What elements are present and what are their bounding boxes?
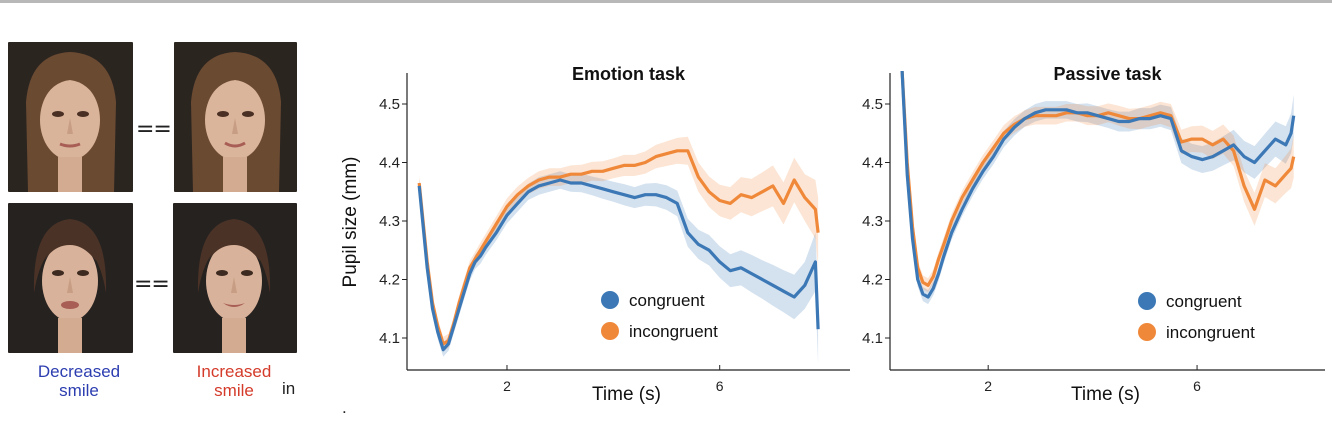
decreased-smile-caption: Decreased smile bbox=[37, 362, 121, 400]
face-photo-neutral-right bbox=[174, 42, 297, 192]
legend-marker-incongruent bbox=[601, 322, 619, 340]
chart-title: Emotion task bbox=[572, 64, 686, 84]
equals-sign-bottom: == bbox=[134, 272, 170, 297]
y-axis-label: Pupil size (mm) bbox=[340, 157, 361, 288]
error-band-incongruent bbox=[419, 136, 819, 351]
y-tick-label: 4.2 bbox=[379, 272, 400, 289]
series-line-incongruent bbox=[417, 149, 820, 346]
increased-smile-caption: Increased smile bbox=[196, 362, 272, 400]
x-tick-label: 6 bbox=[716, 378, 724, 394]
legend-label-incongruent: incongruent bbox=[1166, 323, 1255, 342]
plot-area bbox=[417, 136, 820, 365]
legend-label-congruent: congruent bbox=[629, 291, 705, 310]
series-line-incongruent bbox=[900, 71, 1296, 287]
face-photo-neutral-left bbox=[8, 42, 133, 192]
legend-label-congruent: congruent bbox=[1166, 292, 1242, 311]
x-tick-label: 6 bbox=[1193, 378, 1201, 394]
series-line-congruent bbox=[417, 178, 820, 352]
y-tick-label: 4.5 bbox=[379, 96, 400, 113]
y-tick-label: 4.1 bbox=[862, 330, 883, 347]
face-photo-increased-smile bbox=[173, 203, 297, 353]
stray-text-in: in bbox=[282, 379, 296, 398]
y-tick-label: 4.5 bbox=[862, 96, 883, 113]
error-band-incongruent bbox=[902, 71, 1294, 293]
face-photo-decreased-smile bbox=[8, 203, 133, 353]
x-tick-label: 2 bbox=[503, 378, 511, 394]
legend-label-incongruent: incongruent bbox=[629, 322, 718, 341]
chart-panel-2: 4.1 4.2 4.3 4.4 4.5 2 6 Passive task Time (s) con… bbox=[862, 64, 1325, 405]
legend-marker-congruent bbox=[1138, 292, 1156, 310]
error-band-congruent bbox=[902, 71, 1294, 305]
y-tick-label: 4.4 bbox=[862, 155, 883, 172]
y-tick-label: 4.1 bbox=[379, 330, 400, 347]
legend-marker-incongruent bbox=[1138, 323, 1156, 341]
x-axis-label: Time (s) bbox=[1071, 384, 1140, 405]
y-tick-label: 4.2 bbox=[862, 272, 883, 289]
series-line-congruent bbox=[900, 71, 1296, 299]
equals-sign-top: == bbox=[136, 117, 172, 142]
chart-panel-1: 4.1 4.2 4.3 4.4 4.5 2 6 Emotion task Time (s) Pup… bbox=[340, 64, 850, 405]
stray-period: . bbox=[342, 398, 347, 417]
y-tick-label: 4.4 bbox=[379, 155, 400, 172]
y-tick-label: 4.3 bbox=[862, 213, 883, 230]
window-top-border bbox=[0, 0, 1332, 3]
plot-area bbox=[900, 71, 1296, 305]
legend-marker-congruent bbox=[601, 291, 619, 309]
y-tick-label: 4.3 bbox=[379, 213, 400, 230]
x-tick-label: 2 bbox=[984, 378, 992, 394]
x-axis-label: Time (s) bbox=[592, 384, 661, 405]
chart-title: Passive task bbox=[1053, 64, 1162, 84]
